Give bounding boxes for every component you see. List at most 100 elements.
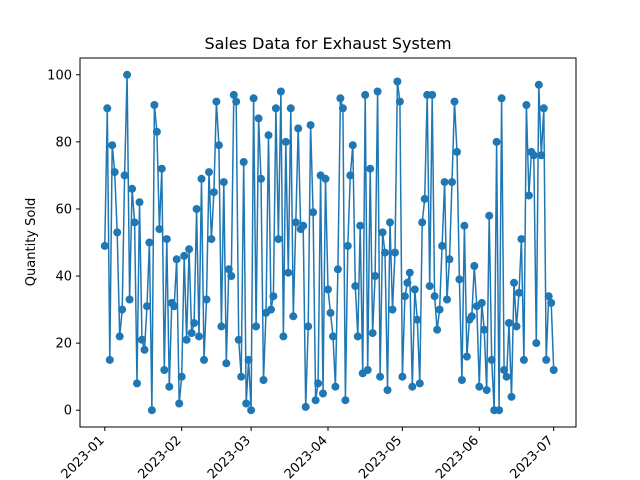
data-point: [351, 282, 360, 291]
data-point: [152, 127, 161, 136]
data-point: [522, 101, 531, 109]
data-point: [331, 382, 340, 391]
data-point: [140, 345, 149, 354]
data-point: [252, 322, 261, 331]
x-tick-label: 2023-02: [135, 433, 184, 480]
data-point: [269, 292, 278, 301]
data-point: [366, 164, 375, 173]
data-point: [145, 238, 154, 247]
data-point: [227, 272, 236, 280]
data-point: [289, 312, 298, 321]
data-point: [249, 94, 258, 103]
data-point: [155, 225, 164, 234]
data-point: [393, 77, 402, 86]
data-point: [105, 355, 114, 364]
x-tick-label: 2023-06: [433, 433, 482, 480]
plot-area: [100, 70, 558, 415]
data-point: [363, 366, 372, 374]
data-point: [276, 87, 285, 96]
data-point: [348, 141, 357, 150]
data-point: [398, 372, 407, 381]
data-point: [294, 124, 303, 133]
y-axis-label: Quantity Sold: [24, 198, 39, 286]
data-point: [482, 386, 491, 395]
data-point: [485, 211, 494, 220]
data-point: [353, 332, 362, 341]
data-point: [383, 386, 392, 395]
data-point: [453, 147, 461, 156]
data-point: [271, 104, 280, 113]
data-point: [391, 248, 399, 257]
data-point: [356, 221, 365, 230]
data-point: [197, 174, 206, 183]
data-point: [118, 305, 127, 314]
data-point: [187, 329, 196, 338]
data-point: [445, 255, 454, 264]
data-point: [346, 171, 355, 180]
data-point: [373, 87, 382, 96]
data-point: [524, 191, 533, 200]
x-tick-label: 2023-03: [205, 433, 254, 480]
data-point: [284, 268, 293, 277]
data-point: [212, 97, 221, 106]
data-point: [410, 285, 419, 294]
data-point: [505, 319, 513, 327]
data-point: [301, 402, 310, 411]
data-point: [480, 325, 489, 334]
data-point: [110, 168, 119, 177]
data-point: [190, 319, 199, 327]
data-point: [113, 228, 122, 237]
data-point: [232, 97, 241, 106]
data-point: [443, 295, 451, 304]
data-point: [175, 399, 184, 408]
data-point: [529, 151, 538, 160]
data-point: [539, 104, 548, 113]
data-point: [376, 372, 385, 381]
data-point: [257, 174, 265, 183]
data-point: [371, 272, 380, 280]
y-tick-label: 80: [55, 135, 72, 150]
data-point: [209, 188, 218, 197]
data-point: [336, 94, 345, 103]
data-point: [202, 295, 211, 304]
data-point: [519, 355, 528, 364]
data-point: [306, 121, 315, 130]
data-point: [207, 235, 216, 244]
data-point: [222, 359, 231, 368]
data-point: [381, 248, 389, 257]
data-point: [547, 298, 556, 307]
data-point: [108, 141, 117, 150]
data-point: [150, 101, 159, 109]
data-point: [338, 104, 347, 113]
data-point: [304, 322, 313, 331]
data-point: [157, 164, 166, 173]
data-point: [430, 292, 439, 301]
data-point: [281, 137, 290, 146]
data-point: [492, 137, 501, 146]
data-point: [264, 131, 273, 140]
data-point: [438, 241, 447, 250]
chart-title: Sales Data for Exhaust System: [204, 34, 451, 53]
data-point: [321, 174, 330, 183]
data-point: [435, 305, 444, 314]
y-tick-label: 20: [55, 337, 72, 352]
y-tick-label: 60: [55, 202, 72, 217]
data-point: [510, 278, 518, 287]
y-tick-label: 100: [47, 68, 72, 83]
data-point: [477, 298, 486, 307]
data-point: [500, 366, 509, 374]
plot-frame: [79, 57, 577, 428]
data-point: [403, 278, 412, 287]
data-point: [242, 399, 251, 408]
data-point: [405, 268, 414, 277]
data-point: [341, 396, 350, 405]
data-point: [532, 339, 541, 348]
data-point: [448, 178, 456, 187]
data-point: [192, 205, 201, 213]
data-point: [450, 97, 459, 106]
y-tick-label: 40: [55, 270, 72, 285]
data-point: [343, 241, 352, 250]
data-point: [314, 379, 323, 388]
data-point: [455, 275, 464, 284]
data-point: [182, 335, 191, 344]
